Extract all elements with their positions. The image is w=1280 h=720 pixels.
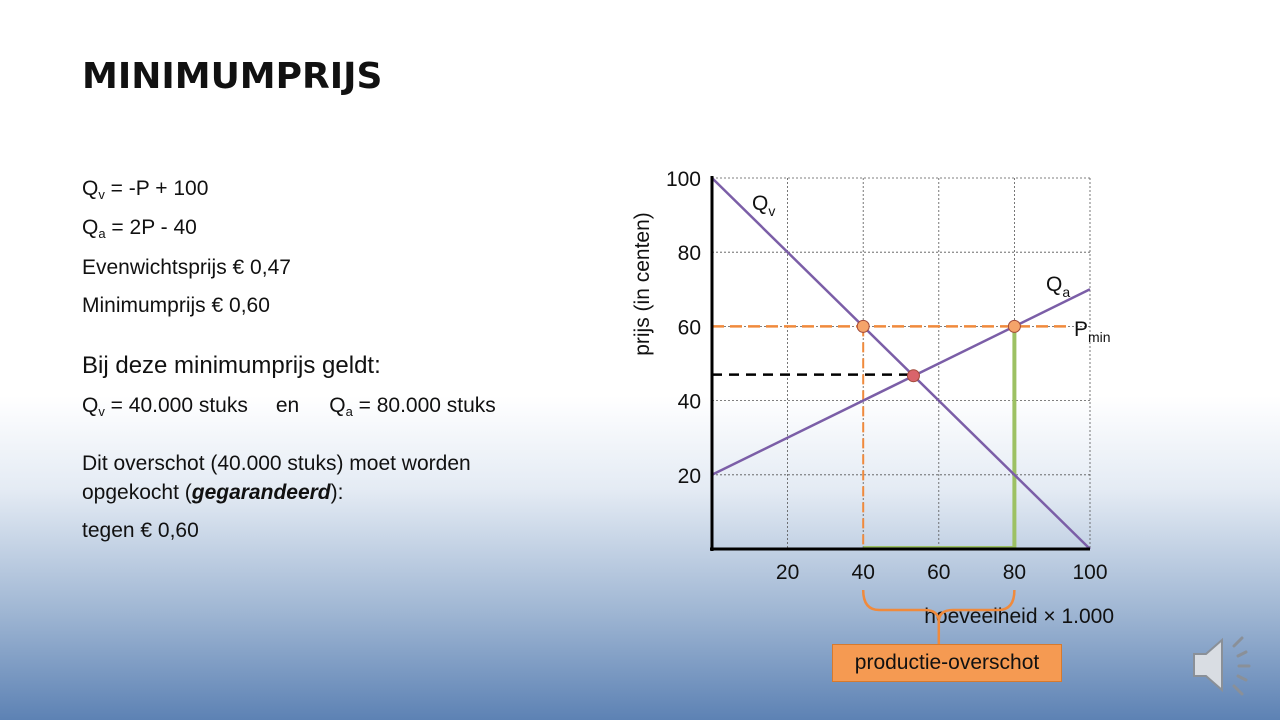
y-tick-label: 40: [678, 391, 701, 414]
series-line-qv: [711, 177, 1091, 550]
demand-equation: Qv = -P + 100: [82, 177, 209, 202]
quantities-line: Qv = 40.000 stuks en Qa = 80.000 stuks: [82, 394, 496, 419]
x-tick-label: 40: [852, 561, 875, 584]
statement-heading: Bij deze minimumprijs geldt:: [82, 352, 381, 379]
equilibrium-price: Evenwichtsprijs € 0,47: [82, 256, 291, 279]
series-line-qa: [711, 288, 1091, 476]
data-point: [856, 319, 870, 333]
data-point: [906, 369, 920, 383]
series-label-qa: Qa: [1046, 273, 1070, 300]
speaker-icon[interactable]: [1190, 632, 1256, 698]
y-axis-label: prijs (in centen): [631, 212, 654, 356]
x-tick-label: 80: [1003, 561, 1026, 584]
x-axis-label: hoeveelheid × 1.000: [924, 605, 1114, 628]
series-label-qv: Qv: [752, 192, 775, 219]
surplus-callout: productie-overschot: [832, 644, 1062, 682]
minimum-price: Minimumprijs € 0,60: [82, 294, 270, 317]
surplus-line-2: opgekocht (gegarandeerd):: [82, 481, 344, 504]
supply-equation: Qa = 2P - 40: [82, 216, 197, 241]
x-tick-label: 20: [776, 561, 799, 584]
y-tick-label: 80: [678, 242, 701, 265]
pmin-label: Pmin: [1074, 318, 1111, 345]
surplus-price: tegen € 0,60: [82, 519, 199, 542]
surplus-line-1: Dit overschot (40.000 stuks) moet worden: [82, 452, 471, 475]
y-tick-label: 60: [678, 316, 701, 339]
x-tick-label: 60: [927, 561, 950, 584]
data-point: [1007, 319, 1021, 333]
x-tick-label: 100: [1072, 561, 1107, 584]
y-tick-label: 100: [666, 168, 701, 191]
page-title: MINIMUMPRIJS: [82, 56, 383, 97]
y-tick-label: 20: [678, 465, 701, 488]
